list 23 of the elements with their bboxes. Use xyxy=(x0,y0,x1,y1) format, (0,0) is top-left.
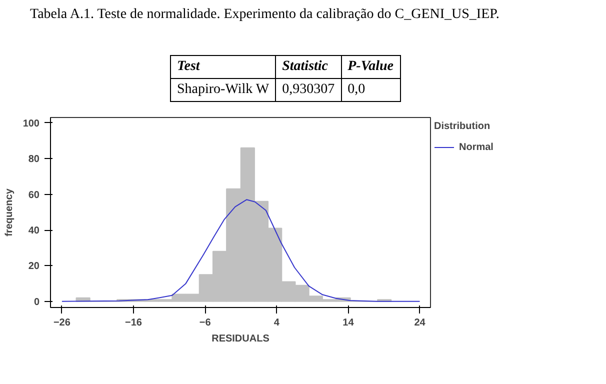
x-tick-label: −26 xyxy=(53,318,71,328)
x-tick-label: −6 xyxy=(199,318,212,328)
text: 0,930307 xyxy=(276,78,342,102)
x-tick-label: 14 xyxy=(342,318,354,328)
x-tick-label: 4 xyxy=(274,318,280,328)
text: 0,0 xyxy=(341,78,400,102)
x-axis-title: RESIDUALS xyxy=(212,334,270,344)
text: Test xyxy=(170,56,276,78)
text: Shapiro-Wilk W xyxy=(170,78,276,102)
chart-title: Tabela A.1. Teste de normalidade. Experimento da calibração do C_GENI_US_IEP. xyxy=(30,6,500,24)
legend-title: Distribution xyxy=(434,121,492,132)
y-axis-title: frequency xyxy=(4,188,15,236)
y-tick-label: 20 xyxy=(28,261,40,272)
text: P-Value xyxy=(341,56,400,78)
text: Statistic xyxy=(276,56,342,78)
y-tick-label: 80 xyxy=(28,154,40,166)
x-tick-label: −16 xyxy=(125,318,142,328)
y-tick-label: 0 xyxy=(34,296,40,308)
y-tick-label: 100 xyxy=(22,118,40,130)
y-tick-label: 60 xyxy=(28,190,40,201)
x-tick-label: 24 xyxy=(414,318,426,328)
y-tick-label: 40 xyxy=(28,226,40,236)
legend-label: Normal xyxy=(459,142,494,152)
